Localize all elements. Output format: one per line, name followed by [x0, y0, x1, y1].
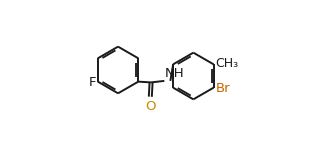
Text: CH₃: CH₃: [215, 57, 239, 70]
Text: NH: NH: [164, 67, 184, 80]
Text: Br: Br: [215, 82, 230, 95]
Text: F: F: [89, 76, 97, 89]
Text: O: O: [145, 100, 156, 114]
